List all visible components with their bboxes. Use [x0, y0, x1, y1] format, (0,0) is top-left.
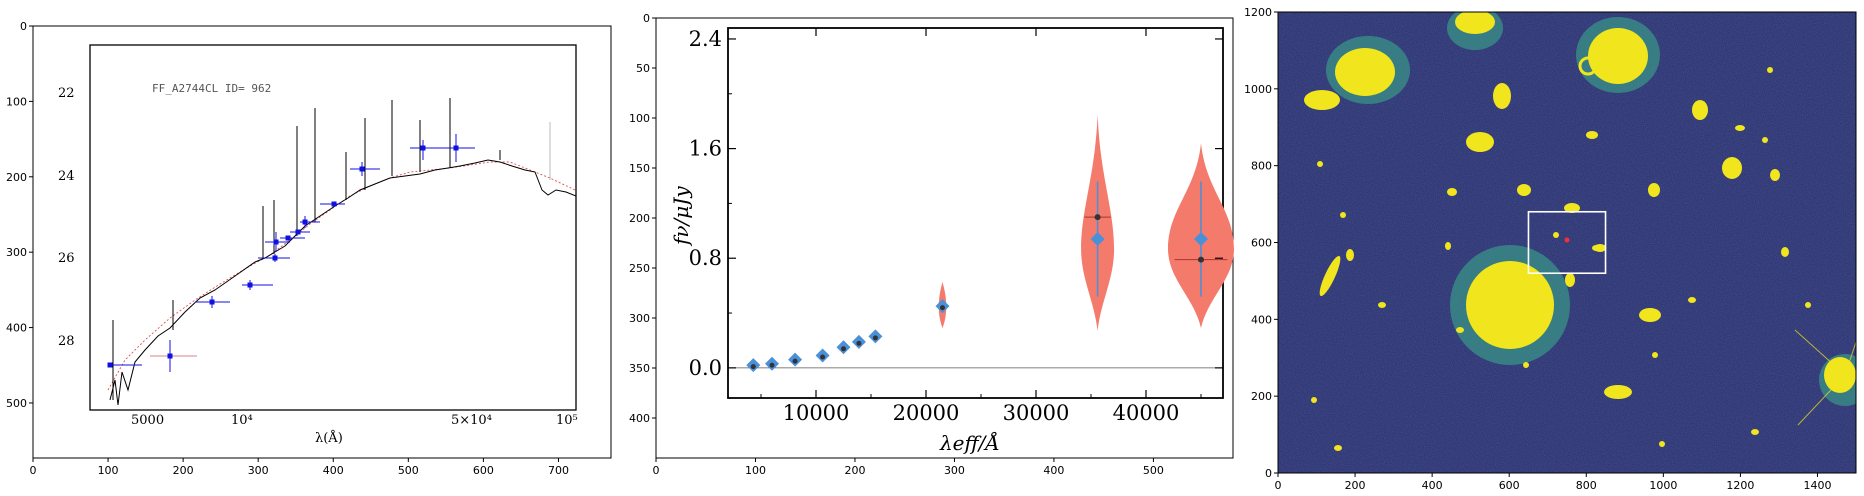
photometry-points	[107, 134, 475, 372]
emission-lines	[112, 98, 501, 400]
panel-sed-image: 0 100 200 300 400 500 600 700 0 100 200 300 400 500	[6, 20, 612, 477]
median-point	[841, 346, 846, 352]
outer-y-tick-label: 800	[1251, 160, 1272, 173]
flux-diamond	[1194, 232, 1208, 247]
median-point	[872, 335, 878, 341]
sources	[1304, 12, 1856, 451]
outer-y-tick-label: 200	[629, 212, 650, 225]
inner-x-axis-label: λ(Å)	[315, 430, 343, 446]
outer-x-tick-label: 800	[1576, 479, 1597, 492]
outer-y-tick-label: 200	[1251, 390, 1272, 403]
y-tick-label: 1.6	[689, 137, 722, 161]
x-tick-label: 20000	[893, 401, 960, 425]
outer-y-tick-label: 0	[20, 20, 27, 33]
y-axis-label: fν/μJy	[669, 186, 693, 247]
flux-diamond	[1090, 232, 1105, 247]
outer-y-tick-label: 50	[636, 62, 650, 75]
median-point	[820, 354, 826, 360]
outer-y-tick-label: 1000	[1244, 83, 1272, 96]
inner-y-tick-label: 22	[58, 86, 75, 101]
outer-y-tick-label: 100	[629, 112, 650, 125]
x-tick-label: 10000	[783, 401, 850, 425]
flux-plot-ticks: 10000 20000 30000 40000 0.0 0.8 1.6 2.4	[689, 27, 1223, 425]
outer-y-tick-label: 500	[6, 397, 27, 410]
outer-y-tick-label: 100	[6, 95, 27, 108]
star-halo	[1578, 56, 1598, 76]
flux-plot-marks	[728, 114, 1234, 373]
x-tick-label: 40000	[1113, 401, 1180, 425]
median-point	[792, 358, 798, 364]
outer-x-tick-label: 500	[398, 464, 419, 477]
inner-y-tick-label: 24	[58, 169, 75, 184]
outer-y-tick-label: 400	[1251, 313, 1272, 326]
inner-x-tick-label: 5×10⁴	[451, 413, 492, 428]
outer-y-tick-label: 0	[643, 12, 650, 25]
target-marker	[1564, 237, 1570, 243]
panel3-outer-ticks: 0 200 400 600 800 1000 1200 1400 0 200 400 600 800 10…	[1244, 6, 1831, 492]
outer-x-tick-label: 0	[1275, 479, 1282, 492]
y-tick-label: 0.0	[689, 356, 722, 380]
plot-area	[727, 27, 1224, 399]
outer-y-tick-label: 1200	[1244, 6, 1272, 19]
y-tick-label: 0.8	[689, 246, 722, 270]
outer-x-tick-label: 0	[30, 464, 37, 477]
median-point	[769, 362, 775, 368]
inner-y-tick-label: 26	[58, 251, 75, 266]
x-tick-label: 30000	[1003, 401, 1070, 425]
outer-x-tick-label: 400	[1422, 479, 1443, 492]
outer-y-tick-label: 0	[1265, 467, 1272, 480]
median-point	[1094, 214, 1101, 221]
median-point	[1198, 256, 1204, 263]
panel-flux-plot: 0 100 200 300 400 500 0 50 100 150 200 250 300 350 400…	[629, 12, 1234, 477]
outer-y-tick-label: 400	[629, 412, 650, 425]
outer-x-tick-label: 300	[248, 464, 269, 477]
outer-x-tick-label: 600	[473, 464, 494, 477]
outer-x-tick-label: 200	[173, 464, 194, 477]
panel2-outer-ticks: 0 100 200 300 400 500 0 50 100 150 200 250 300 350 400	[629, 12, 1164, 477]
inner-x-tick-label: 10⁴	[231, 413, 253, 428]
outer-y-tick-label: 200	[6, 171, 27, 184]
outer-x-tick-label: 600	[1499, 479, 1520, 492]
selection-box	[1527, 210, 1607, 275]
inner-plot-frame	[89, 44, 577, 411]
inner-x-tick-labels: 5000 10⁴ 5×10⁴ 10⁵	[131, 413, 578, 428]
outer-y-tick-label: 600	[1251, 237, 1272, 250]
panel-image-cutout: 0 200 400 600 800 1000 1200 1400 0 200 400 600 800 10…	[1244, 6, 1857, 492]
outer-y-tick-label: 250	[629, 262, 650, 275]
outer-x-tick-label: 1400	[1803, 479, 1831, 492]
median-point	[750, 364, 756, 370]
outer-x-tick-label: 400	[1043, 464, 1064, 477]
model-spectrum	[107, 161, 576, 391]
inner-y-tick-label: 28	[58, 334, 75, 349]
outer-x-tick-label: 0	[653, 464, 660, 477]
inner-x-tick-label: 10⁵	[556, 413, 578, 428]
inner-x-tick-label: 5000	[131, 413, 164, 428]
starburst	[1794, 329, 1856, 426]
outer-y-tick-label: 150	[629, 162, 650, 175]
y-tick-label: 2.4	[689, 27, 722, 51]
outer-x-tick-label: 200	[1345, 479, 1366, 492]
outer-y-tick-label: 350	[629, 362, 650, 375]
outer-x-tick-label: 500	[1143, 464, 1164, 477]
x-axis-label: λeff/Å	[939, 430, 1000, 455]
outer-x-tick-label: 100	[745, 464, 766, 477]
inner-plot-label: FF_A2744CL ID= 962	[152, 82, 271, 95]
outer-y-tick-label: 400	[6, 322, 27, 335]
outer-x-tick-label: 300	[944, 464, 965, 477]
inner-y-tick-labels: 22 24 26 28	[58, 86, 75, 349]
panel1-outer-ticks: 0 100 200 300 400 500 600 700 0 100 200 300 400 500	[6, 20, 569, 477]
outer-x-tick-label: 100	[98, 464, 119, 477]
outer-x-tick-label: 1000	[1649, 479, 1677, 492]
outer-x-tick-label: 700	[548, 464, 569, 477]
outer-y-tick-label: 300	[6, 246, 27, 259]
outer-x-tick-label: 400	[323, 464, 344, 477]
outer-x-tick-label: 200	[844, 464, 865, 477]
median-point	[856, 340, 862, 346]
median-point	[940, 305, 945, 311]
outer-y-tick-label: 300	[629, 312, 650, 325]
outer-x-tick-label: 1200	[1726, 479, 1754, 492]
